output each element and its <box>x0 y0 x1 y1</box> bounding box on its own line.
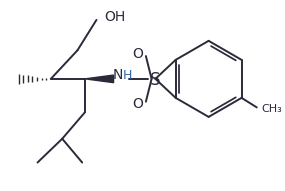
Text: O: O <box>132 97 143 111</box>
Text: H: H <box>123 69 133 82</box>
Text: OH: OH <box>104 10 125 24</box>
Text: S: S <box>150 71 161 89</box>
Polygon shape <box>85 75 113 83</box>
Text: N: N <box>112 68 123 82</box>
Text: CH₃: CH₃ <box>262 104 282 114</box>
Text: O: O <box>132 47 143 61</box>
